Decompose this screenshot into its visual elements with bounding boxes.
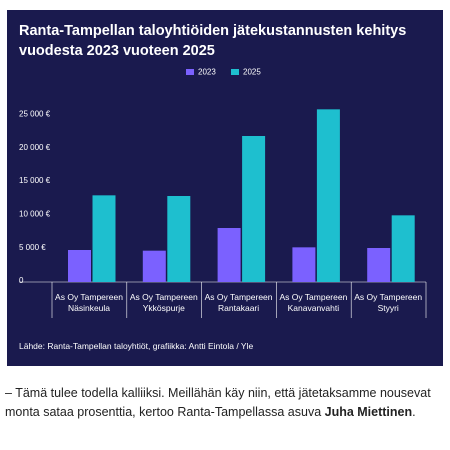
- bar: [316, 109, 340, 282]
- legend-swatch: [231, 69, 239, 75]
- x-tick-label: As Oy Tampereen Rantakaari: [204, 292, 273, 313]
- bar: [292, 247, 316, 282]
- x-tick-label: As Oy Tampereen Styyri: [354, 292, 423, 313]
- x-tick-label: As Oy Tampereen Näsinkeula: [55, 292, 123, 313]
- chart-background: [7, 10, 443, 366]
- y-tick-label: 10 000 €: [19, 209, 51, 218]
- bar: [167, 196, 191, 282]
- x-tick-label: As Oy Tampereen Ykköspurje: [129, 292, 198, 313]
- x-tick-label: As Oy Tampereen Kanavanvahti: [279, 292, 348, 313]
- article-text: – Tämä tulee todella kalliiksi. Meillähä…: [5, 386, 431, 419]
- bar: [242, 136, 266, 282]
- y-tick-label: 20 000 €: [19, 143, 51, 152]
- chart-title: Ranta-Tampellan taloyhtiöiden jätekustan…: [19, 23, 407, 59]
- legend-swatch: [186, 69, 194, 75]
- source-note: Lähde: Ranta-Tampellan taloyhtiöt, grafi…: [19, 341, 254, 351]
- y-tick-label: 25 000 €: [19, 109, 51, 118]
- bar: [68, 250, 91, 282]
- bar: [217, 228, 241, 282]
- legend-label: 2023: [198, 68, 216, 77]
- article-end: .: [412, 405, 416, 419]
- y-tick-label: 5 000 €: [19, 243, 46, 252]
- article-person: Juha Miettinen: [324, 405, 413, 419]
- bar: [142, 250, 166, 282]
- bar: [391, 215, 415, 282]
- y-tick-label: 0: [19, 276, 24, 285]
- y-tick-label: 15 000 €: [19, 176, 51, 185]
- legend-label: 2025: [243, 68, 261, 77]
- article-paragraph: – Tämä tulee todella kalliiksi. Meillähä…: [5, 384, 445, 422]
- bar: [367, 248, 391, 282]
- bar: [92, 195, 116, 282]
